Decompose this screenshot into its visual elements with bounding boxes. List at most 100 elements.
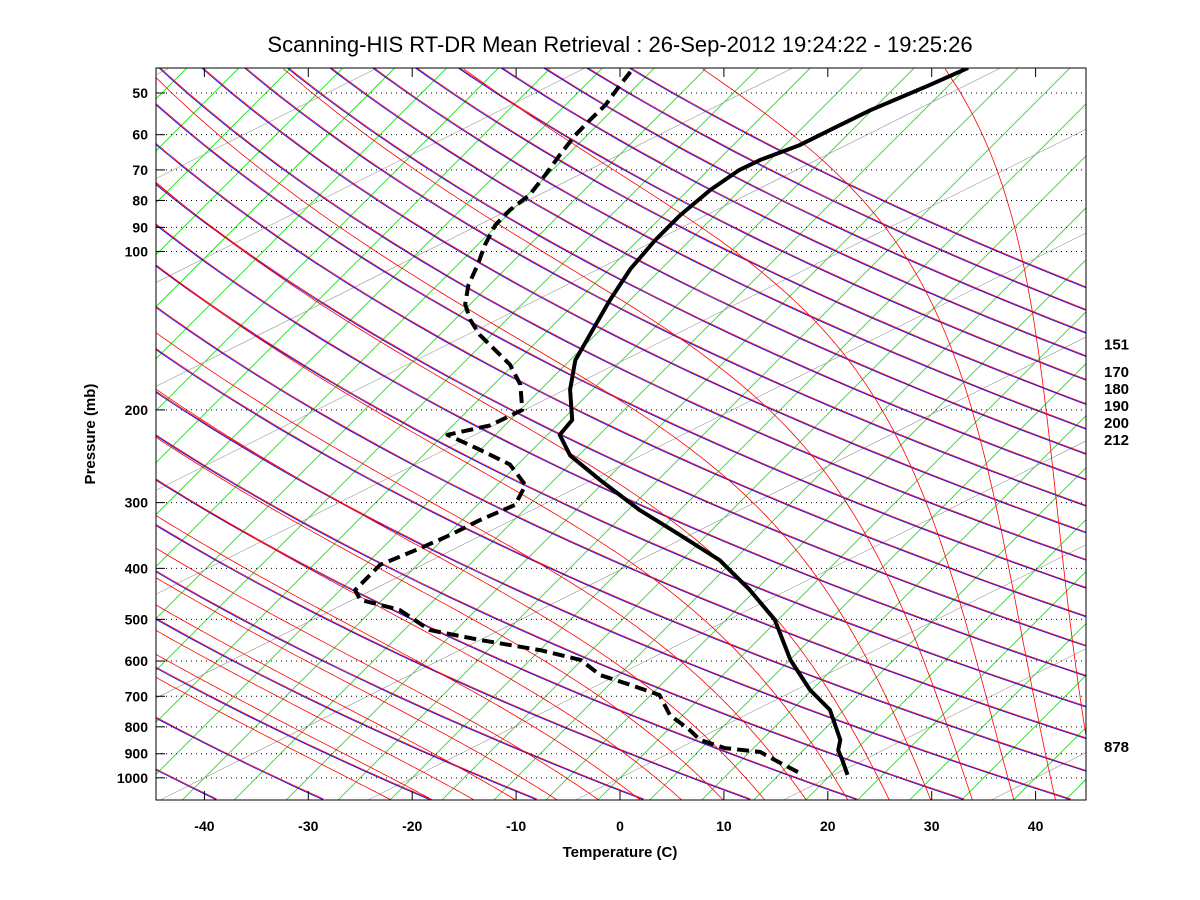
profiles (353, 68, 969, 776)
y-tick-label: 80 (132, 192, 148, 208)
isotherm-line (1170, 42, 1200, 800)
isotherm-line (649, 363, 1086, 800)
dry-adiabat-line (372, 68, 1086, 430)
dewpoint-profile-line (353, 70, 801, 775)
dry-adiabat-line (156, 102, 1086, 588)
x-tick-label: -30 (298, 818, 318, 834)
isotherm-line (442, 155, 1086, 800)
isotherm-line (597, 311, 1086, 800)
dry-adiabat-line (156, 348, 1086, 771)
isotherm-line (156, 68, 500, 412)
level-label: 180 (1104, 381, 1129, 398)
dry-adiabat-line (156, 305, 1086, 739)
background-lines (0, 42, 1200, 800)
y-tick-label: 900 (125, 746, 149, 762)
level-label: 170 (1104, 364, 1129, 381)
reference-line (156, 68, 378, 179)
y-tick-label: 700 (125, 688, 149, 704)
x-tick-label: -10 (506, 818, 526, 834)
dry-adiabat-line (156, 434, 965, 800)
dry-adiabat-line (156, 349, 1086, 772)
dry-adiabat-line (156, 667, 430, 800)
level-label: 190 (1104, 398, 1129, 415)
y-tick-label: 90 (132, 219, 148, 235)
dry-adiabat-line (156, 666, 431, 800)
dry-adiabat-line (459, 68, 1086, 380)
isotherm-line (156, 68, 292, 204)
y-tick-label: 600 (125, 653, 149, 669)
dry-adiabat-line (245, 68, 1086, 506)
dry-adiabat-line (156, 435, 964, 800)
moist-adiabat-line (944, 68, 1086, 739)
isotherm-line (156, 68, 655, 568)
y-axis-label: Pressure (mb) (82, 384, 99, 485)
level-label: 878 (1104, 739, 1129, 756)
moist-adiabat-line (156, 629, 474, 800)
x-tick-label: -40 (194, 818, 214, 834)
isotherm-line (156, 68, 552, 464)
x-tick-label: -20 (402, 818, 422, 834)
dry-adiabat-line (156, 307, 1086, 740)
moist-adiabat-line (156, 332, 807, 800)
isotherm-line (156, 68, 396, 308)
level-label: 151 (1104, 337, 1129, 354)
moist-adiabat-line (702, 68, 1056, 800)
dry-adiabat-line (202, 68, 1086, 533)
dry-adiabat-line (373, 68, 1086, 429)
moist-adiabat-line (156, 436, 724, 800)
isotherm-line (234, 68, 967, 800)
isotherm-line (1118, 42, 1200, 800)
reference-line (784, 648, 1086, 800)
dry-adiabat-line (542, 68, 1086, 334)
dry-adiabat-line (457, 68, 1086, 381)
dry-adiabat-line (156, 523, 751, 800)
dry-adiabat-line (156, 570, 644, 800)
isotherm-line (753, 467, 1086, 800)
moist-adiabat-line (156, 388, 765, 800)
dry-adiabat-line (501, 68, 1086, 357)
dry-adiabat-line (156, 144, 1086, 618)
dry-adiabat-line (156, 223, 1086, 676)
level-label: 212 (1104, 432, 1129, 449)
dry-adiabat-line (628, 68, 1086, 289)
dry-adiabat-line (0, 47, 3, 799)
y-tick-label: 70 (132, 162, 148, 178)
dry-adiabat-line (156, 479, 857, 800)
y-tick-label: 50 (132, 85, 148, 101)
dry-adiabat-line (156, 104, 1086, 589)
reference-line (156, 232, 1086, 699)
isotherm-line (156, 68, 448, 360)
reference-line (576, 544, 1086, 800)
y-tick-label: 60 (132, 127, 148, 143)
isotherm-line (156, 68, 707, 619)
moist-adiabat-line (156, 547, 599, 800)
temperature-profile-line (557, 68, 969, 776)
y-tick-label: 500 (125, 611, 149, 627)
x-tick-label: 10 (716, 818, 732, 834)
moist-adiabat-line (156, 181, 890, 800)
moist-adiabat-line (283, 68, 973, 800)
isotherm-line (545, 259, 1086, 800)
x-axis: -40 -30 -20 -10 0 10 20 30 40 (194, 68, 1044, 834)
dry-adiabat-line (156, 571, 644, 800)
moist-adiabat-line (156, 676, 391, 800)
y-tick-label: 200 (125, 402, 149, 418)
moist-adiabat-line (156, 515, 641, 800)
isotherm-line (909, 622, 1086, 800)
isotherm-line (156, 68, 759, 671)
dry-adiabat-line (500, 68, 1086, 357)
dry-adiabat-line (156, 264, 1086, 707)
dry-adiabat-line (156, 265, 1086, 708)
dry-adiabat-line (329, 68, 1086, 455)
dry-adiabat-line (156, 391, 1071, 800)
y-tick-label: 400 (125, 560, 149, 576)
dry-adiabat-line (630, 68, 1086, 288)
dry-adiabat-line (158, 68, 1086, 561)
chart-title: Scanning-HIS RT-DR Mean Retrieval : 26-S… (267, 32, 972, 57)
isotherm-line (156, 68, 604, 516)
reference-line (156, 68, 1002, 491)
dry-adiabat-line (156, 617, 538, 800)
reference-line (160, 336, 1086, 800)
